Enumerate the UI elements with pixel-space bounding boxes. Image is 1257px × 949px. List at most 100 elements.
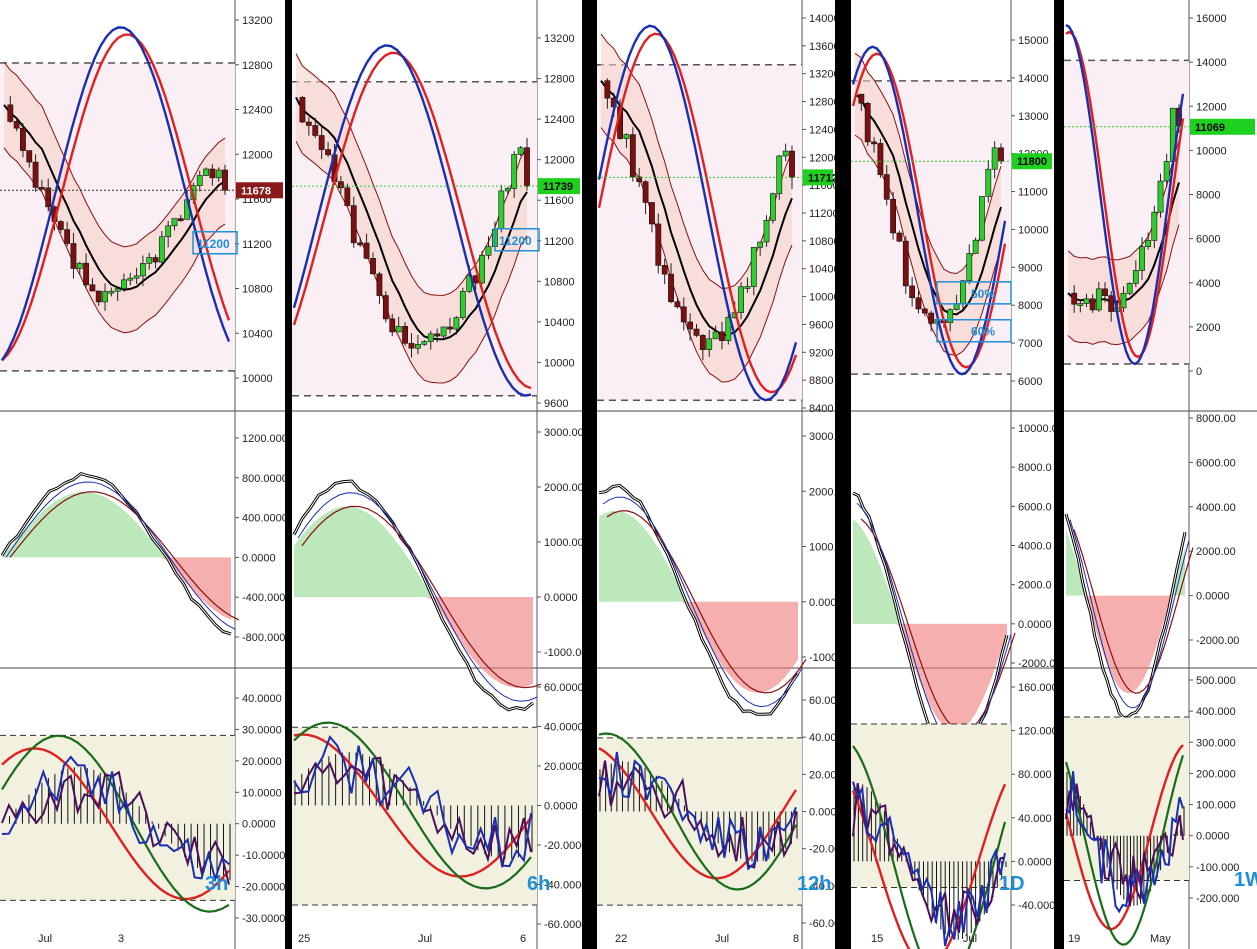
signal-line-blue	[602, 496, 803, 708]
candle	[344, 187, 351, 206]
osc-axis-label: -20.0000	[544, 840, 582, 852]
chart-svg-1W: 16000 14000 12000 10000 8000 6000 4000 2000 0 110…	[1064, 0, 1257, 949]
price-axis-label: 10800	[809, 236, 835, 248]
candle	[877, 143, 884, 175]
osc-axis-label: 40.000	[1018, 813, 1052, 825]
osc-axis-label: 40.0000	[809, 732, 835, 744]
osc-green-line	[293, 721, 532, 890]
time-axis-label: May	[1150, 933, 1171, 945]
signal-line	[301, 505, 542, 689]
panel-1w: 16000 14000 12000 10000 8000 6000 4000 2000 0 110…	[1064, 0, 1257, 949]
osc-axis-label: 60.0000	[544, 682, 582, 694]
osc-axis-label: -200.000	[1196, 893, 1239, 905]
candle	[890, 199, 896, 234]
candle	[789, 150, 795, 178]
candle	[909, 285, 916, 299]
panel-3h: 13200 12800 12400 12000 11600 11200 10800 10400…	[0, 0, 285, 949]
candle	[146, 257, 153, 264]
candle	[750, 246, 757, 287]
moving-average-line	[295, 96, 528, 341]
candle	[447, 326, 453, 330]
candle	[427, 333, 434, 342]
candle	[133, 275, 140, 279]
candle	[20, 127, 26, 151]
price-axis-label: 10000	[242, 373, 273, 385]
price-axis-label: 12800	[242, 60, 273, 72]
osc-blue-line	[293, 734, 532, 868]
candle	[763, 220, 770, 243]
osc-axis-label: -100.000	[1196, 862, 1239, 874]
price-badge-label: 11739	[543, 181, 573, 193]
mid-axis-label: 800.0000	[242, 473, 285, 485]
candle	[158, 236, 165, 263]
price-axis-label: 12800	[544, 74, 575, 86]
price-axis-label: 9600	[544, 398, 568, 410]
osc-axis-label: 0.0000	[242, 819, 276, 831]
mid-axis-label: -400.0000	[242, 592, 285, 604]
candle	[108, 290, 115, 294]
macd-red-area	[853, 623, 1007, 732]
price-badge	[1012, 153, 1052, 170]
candle	[76, 262, 83, 269]
price-axis-label: 12400	[242, 105, 273, 117]
candle	[1108, 295, 1115, 312]
candle	[1102, 288, 1108, 296]
price-axis-label: 13200	[809, 69, 835, 81]
blue-cycle-line	[851, 45, 1007, 376]
moving-average-line	[3, 104, 226, 291]
time-axis-label: Jul	[715, 933, 729, 945]
osc-axis-label: 40.0000	[242, 693, 282, 705]
candle	[699, 335, 706, 350]
osc-axis-label: 100.000	[1196, 800, 1236, 812]
panel-6h: 13200 12800 12400 12000 11600 11200 10800 10400…	[292, 0, 582, 949]
blue-cycle-line	[1065, 24, 1185, 366]
candle	[64, 229, 71, 244]
candle	[623, 134, 630, 139]
mid-axis-label: 3000.0000	[809, 431, 835, 443]
candle	[26, 150, 33, 163]
timeframe-label: 1D	[999, 873, 1025, 895]
osc-axis-label: 0.0000	[1196, 831, 1230, 843]
annotation-box	[936, 318, 1012, 343]
osc-axis-label: -10.0000	[242, 850, 285, 862]
price-badge-label: 11800	[1017, 156, 1047, 168]
macd-green-area	[599, 510, 798, 602]
candle	[960, 280, 966, 304]
candle	[305, 121, 312, 126]
candle	[57, 221, 64, 230]
candle	[479, 255, 485, 284]
candle	[693, 328, 700, 336]
blue-cycle-line	[597, 24, 798, 402]
candle	[415, 344, 421, 349]
candle	[395, 326, 402, 333]
price-axis-label: 15000	[1018, 35, 1049, 47]
candle	[13, 121, 20, 129]
mid-axis-label: -2000.00	[1196, 635, 1239, 647]
annotation-box	[936, 281, 1012, 305]
signal-line	[9, 491, 240, 621]
price-axis-label: 10000	[1018, 224, 1049, 236]
candle	[1163, 161, 1170, 182]
osc-red-line	[1, 747, 230, 901]
osc-axis-label: -30.0000	[242, 913, 285, 925]
time-axis-label: 25	[298, 933, 310, 945]
macd-green-area	[853, 518, 1007, 624]
candle	[738, 286, 744, 313]
osc-blue-line	[1065, 771, 1184, 914]
price-axis-label: 11000	[1018, 187, 1048, 199]
price-axis-label: 0	[1196, 366, 1202, 378]
candle	[864, 102, 871, 143]
price-axis-label: 11600	[544, 195, 574, 207]
candle	[7, 104, 14, 122]
osc-blue-line	[1, 755, 230, 883]
candle	[1126, 283, 1133, 294]
candle	[858, 93, 865, 104]
candle	[966, 253, 973, 282]
chart-svg-3h: 1320012800124001200011600112001080010400…	[0, 0, 285, 949]
price-axis-label: 16000	[1196, 13, 1227, 25]
osc-green-line	[1064, 754, 1185, 946]
candle	[649, 202, 655, 225]
price-axis-label: 11200	[544, 236, 574, 248]
candle	[89, 284, 96, 292]
macd-green-area	[294, 506, 533, 597]
